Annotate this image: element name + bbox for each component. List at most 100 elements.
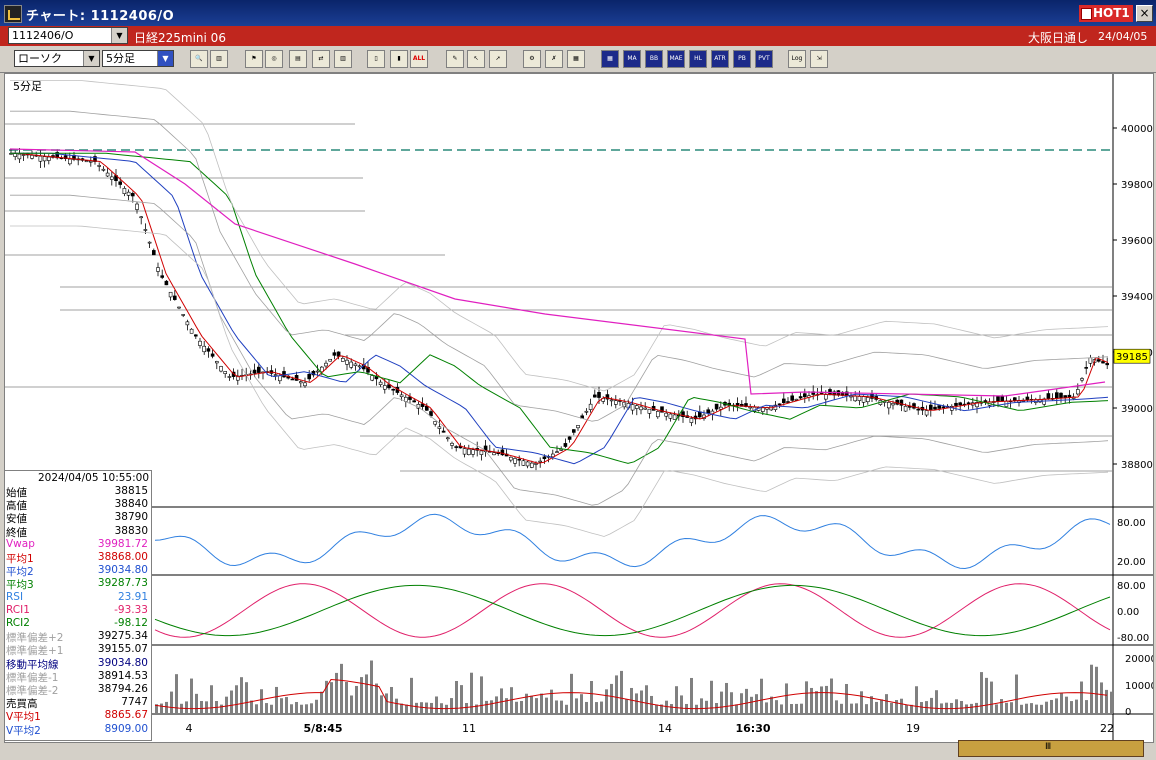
- chevron-down-icon[interactable]: ▼: [111, 28, 127, 43]
- swap-icon[interactable]: ⇄: [312, 50, 330, 68]
- candle-body: [139, 216, 143, 219]
- log-button[interactable]: Log: [788, 50, 806, 68]
- candle-body: [437, 426, 442, 429]
- candle-body: [975, 402, 979, 408]
- info-row: 売買高 7747: [5, 696, 151, 710]
- price-table-icon[interactable]: ▦: [601, 50, 619, 68]
- info-row: RSI 23.91: [5, 591, 151, 604]
- close-button[interactable]: ×: [1136, 5, 1153, 22]
- scroll-grip-icon[interactable]: Ⅲ: [1045, 742, 1052, 752]
- all-button[interactable]: ALL: [410, 50, 428, 68]
- chart-area[interactable]: 5分足4000039800396003940039200390003880039…: [4, 73, 1154, 743]
- pen-icon[interactable]: ✎: [446, 50, 464, 68]
- timeframe-select[interactable]: 5分足 ▼: [102, 50, 174, 67]
- info-row-value: 39034.80: [97, 656, 148, 669]
- candle-body: [534, 463, 538, 465]
- candle-body: [303, 382, 307, 387]
- mae-button[interactable]: MAE: [667, 50, 685, 68]
- volume-bar: [435, 696, 438, 714]
- gear-icon[interactable]: ⚙: [523, 50, 541, 68]
- volume-bar: [935, 690, 938, 714]
- volume-bar: [865, 704, 868, 714]
- candle-body: [563, 443, 568, 447]
- info-row-value: 39275.34: [97, 630, 148, 643]
- ma-button[interactable]: MA: [623, 50, 641, 68]
- info-row: 平均3 39287.73: [5, 577, 151, 591]
- chevron-down-icon[interactable]: ▼: [157, 51, 173, 66]
- candle-body: [17, 153, 22, 160]
- color-icon[interactable]: ▦: [567, 50, 585, 68]
- chevron-down-icon[interactable]: ▼: [83, 51, 99, 66]
- candle-body: [307, 374, 312, 380]
- chart-scrollbar[interactable]: Ⅲ: [958, 740, 1144, 757]
- bb-button[interactable]: BB: [645, 50, 663, 68]
- candle-body: [672, 414, 677, 420]
- info-row-label: RSI: [6, 590, 24, 603]
- volume-bar: [175, 674, 178, 714]
- export-icon[interactable]: ⇲: [810, 50, 828, 68]
- wrench-icon[interactable]: ✗: [545, 50, 563, 68]
- info-row-label: V平均1: [6, 711, 41, 724]
- x-axis-label: 11: [462, 722, 476, 735]
- rci2-line: [154, 584, 1111, 637]
- candle-body: [538, 460, 543, 463]
- volume-bar: [585, 701, 588, 714]
- candle-body: [387, 384, 391, 389]
- candle-body: [954, 402, 958, 406]
- candle-right-icon[interactable]: ▮: [390, 50, 408, 68]
- volume-bar: [1100, 682, 1103, 714]
- candle-body: [853, 395, 858, 402]
- candle-body: [521, 460, 526, 466]
- candle-body: [429, 411, 433, 417]
- timeframe-label: 5分足: [13, 80, 42, 93]
- current-price-tag: [1113, 348, 1151, 364]
- volume-bar: [1105, 689, 1108, 714]
- pvt-button[interactable]: PVT: [755, 50, 773, 68]
- volume-bar: [1070, 701, 1073, 714]
- volume-bar: [1000, 699, 1003, 714]
- disabled-icon[interactable]: ▥: [334, 50, 352, 68]
- candle-body: [156, 267, 160, 272]
- candle-body: [823, 394, 828, 400]
- table-icon[interactable]: ▥: [210, 50, 228, 68]
- volume-bar: [605, 689, 608, 714]
- candle-body: [97, 165, 101, 167]
- volume-bar: [760, 678, 763, 714]
- bar-chart-icon[interactable]: ▤: [289, 50, 307, 68]
- candle-body: [912, 403, 916, 409]
- chart-type-select[interactable]: ローソク ▼: [14, 50, 100, 67]
- atr-button[interactable]: ATR: [711, 50, 729, 68]
- x-axis-label: 16:30: [735, 722, 770, 735]
- zoom-icon[interactable]: 🔍: [190, 50, 208, 68]
- candle-body: [1084, 367, 1088, 369]
- info-row: V平均2 8909.00: [5, 723, 151, 737]
- price-tick-label: 40000: [1121, 124, 1153, 135]
- candle-body: [634, 405, 639, 409]
- price-tick-label: 38800: [1121, 460, 1153, 471]
- volume-bar: [770, 696, 773, 714]
- candle-body: [555, 451, 559, 453]
- candle-tool-icon[interactable]: ⚑: [245, 50, 263, 68]
- volume-bar: [335, 672, 338, 714]
- info-row-value: 38794.26: [97, 683, 148, 695]
- symbol-code-select[interactable]: 1112406/O ▼: [8, 27, 128, 44]
- cursor-icon[interactable]: ↖: [467, 50, 485, 68]
- candle-body: [399, 394, 404, 398]
- search-chart-icon[interactable]: ◎: [265, 50, 283, 68]
- price-chart[interactable]: 5分足4000039800396003940039200390003880039…: [5, 74, 1153, 742]
- hot-button[interactable]: HOT1: [1079, 5, 1133, 22]
- candle-body: [571, 429, 576, 433]
- volume-bar: [240, 677, 243, 714]
- hl-button[interactable]: HL: [689, 50, 707, 68]
- volume-bar: [270, 704, 273, 714]
- arrow-icon[interactable]: ➚: [489, 50, 507, 68]
- candle-body: [1080, 378, 1084, 381]
- chart-app-icon: [4, 5, 22, 23]
- info-row-value: 39981.72: [97, 537, 148, 550]
- volume-bar: [295, 701, 298, 714]
- volume-bar: [500, 688, 503, 714]
- candle-body: [21, 154, 26, 156]
- volume-bar: [1080, 681, 1083, 714]
- pb-button[interactable]: PB: [733, 50, 751, 68]
- candle-left-icon[interactable]: ▯: [367, 50, 385, 68]
